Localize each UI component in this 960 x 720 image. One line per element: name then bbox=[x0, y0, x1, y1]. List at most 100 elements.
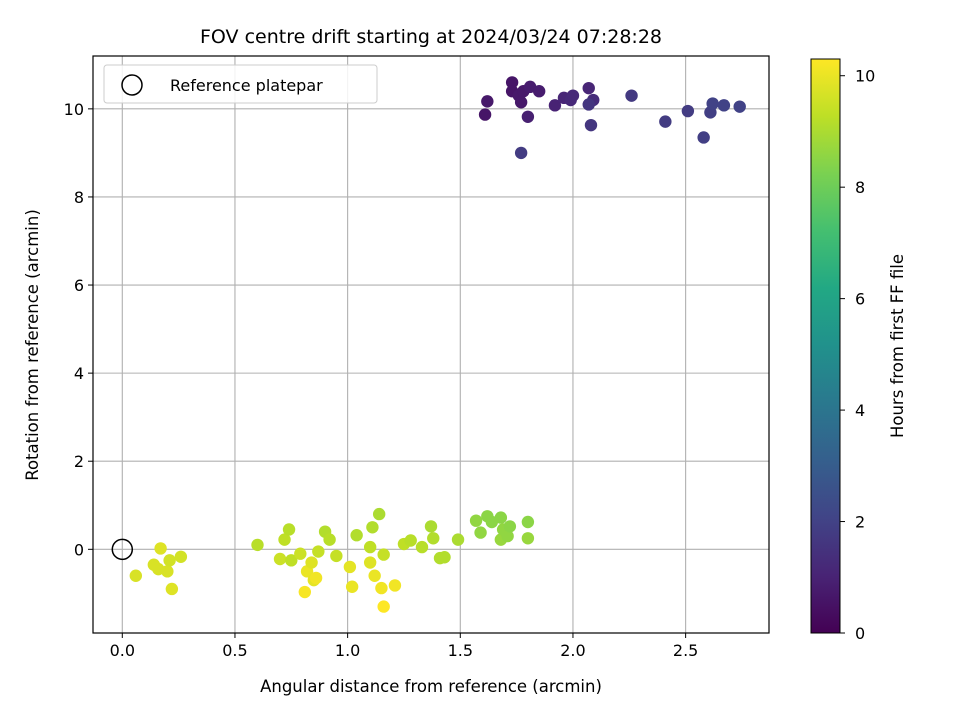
scatter-point bbox=[298, 585, 312, 599]
colorbar-tick-label: 10 bbox=[855, 67, 875, 86]
scatter-point bbox=[294, 547, 307, 560]
scatter-point bbox=[681, 104, 695, 118]
scatter-point bbox=[521, 515, 535, 529]
colorbar-ticks: 0 2 4 6 8 10 bbox=[840, 67, 875, 643]
scatter-point bbox=[503, 520, 517, 533]
scatter-point bbox=[514, 96, 528, 109]
x-tick-label: 2.5 bbox=[673, 641, 698, 660]
scatter-point bbox=[285, 554, 298, 567]
scatter-point bbox=[494, 511, 508, 524]
x-tick-label: 0.0 bbox=[110, 641, 135, 660]
y-tick-label: 4 bbox=[74, 364, 84, 383]
scatter-point bbox=[345, 580, 359, 593]
scatter-point bbox=[363, 540, 377, 554]
scatter-point bbox=[174, 550, 188, 564]
scatter-point bbox=[501, 529, 514, 543]
scatter-point bbox=[368, 569, 381, 582]
scatter-point bbox=[521, 532, 535, 545]
plot-area: 0.0 0.5 1.0 1.5 2.0 2.5 0 2 4 6 8 10 bbox=[64, 55, 770, 660]
x-tick-label: 1.5 bbox=[448, 641, 473, 660]
colorbar: 0 2 4 6 8 10 Hours from first FF file bbox=[810, 58, 907, 643]
colorbar-tick-label: 8 bbox=[855, 178, 865, 197]
scatter-point bbox=[521, 110, 535, 123]
scatter-point bbox=[415, 540, 429, 554]
scatter-point bbox=[273, 552, 287, 566]
scatter-point bbox=[309, 571, 323, 585]
scatter-point bbox=[154, 542, 167, 555]
scatter-point bbox=[532, 85, 546, 98]
y-tick-label: 8 bbox=[74, 188, 84, 207]
scatter-point bbox=[129, 569, 143, 582]
grid bbox=[93, 56, 769, 633]
scatter-point bbox=[278, 533, 291, 546]
scatter-point bbox=[717, 99, 731, 112]
scatter-point bbox=[165, 582, 179, 596]
scatter-point bbox=[330, 549, 343, 563]
scatter-points bbox=[129, 76, 746, 613]
scatter-point bbox=[548, 99, 562, 112]
scatter-point bbox=[343, 560, 357, 574]
scatter-point bbox=[366, 521, 379, 534]
colorbar-tick-label: 0 bbox=[855, 624, 865, 643]
scatter-point bbox=[478, 108, 492, 121]
y-axis-ticks: 0 2 4 6 8 10 bbox=[64, 100, 93, 559]
y-tick-label: 0 bbox=[74, 540, 84, 559]
scatter-point bbox=[706, 97, 719, 110]
scatter-point bbox=[566, 89, 580, 102]
scatter-point bbox=[163, 554, 176, 567]
scatter-point bbox=[363, 556, 377, 569]
scatter-point bbox=[584, 118, 598, 132]
legend-entry-reference-platepar: Reference platepar bbox=[170, 76, 323, 95]
colorbar-gradient bbox=[810, 58, 841, 634]
scatter-point bbox=[733, 100, 746, 113]
scatter-point bbox=[161, 565, 174, 578]
scatter-point bbox=[404, 534, 417, 547]
scatter-point bbox=[582, 98, 595, 111]
y-tick-label: 10 bbox=[64, 100, 84, 119]
x-tick-label: 2.0 bbox=[560, 641, 585, 660]
y-tick-label: 2 bbox=[74, 452, 84, 471]
legend-box bbox=[103, 64, 378, 104]
scatter-point bbox=[474, 526, 487, 539]
scatter-point bbox=[514, 146, 528, 160]
scatter-point bbox=[377, 600, 390, 613]
scatter-point bbox=[312, 545, 325, 558]
scatter-point bbox=[697, 131, 710, 144]
scatter-point bbox=[469, 514, 483, 527]
colorbar-label: Hours from first FF file bbox=[888, 254, 907, 438]
scatter-point bbox=[438, 551, 451, 564]
scatter-point bbox=[251, 538, 264, 552]
reference-platepar-marker bbox=[111, 538, 134, 561]
scatter-point bbox=[481, 95, 494, 108]
scatter-point bbox=[350, 529, 363, 542]
chart-title: FOV centre drift starting at 2024/03/24 … bbox=[200, 26, 662, 48]
scatter-point bbox=[377, 548, 390, 561]
x-tick-label: 0.5 bbox=[222, 641, 247, 660]
x-tick-label: 1.0 bbox=[335, 641, 360, 660]
scatter-point bbox=[424, 520, 438, 533]
scatter-point bbox=[625, 89, 638, 102]
scatter-point bbox=[323, 533, 336, 546]
scatter-point bbox=[388, 579, 402, 592]
scatter-point bbox=[375, 581, 388, 595]
colorbar-tick-label: 2 bbox=[855, 513, 865, 532]
scatter-point bbox=[451, 533, 465, 546]
colorbar-tick-label: 6 bbox=[855, 290, 865, 309]
colorbar-tick-label: 4 bbox=[855, 401, 865, 420]
plot-frame bbox=[92, 55, 770, 634]
y-axis-label: Rotation from reference (arcmin) bbox=[23, 209, 42, 481]
legend: Reference platepar bbox=[103, 64, 378, 104]
reference-marker bbox=[111, 538, 134, 561]
scatter-point bbox=[659, 115, 672, 128]
x-axis-ticks: 0.0 0.5 1.0 1.5 2.0 2.5 bbox=[110, 633, 698, 660]
scatter-point bbox=[305, 556, 318, 569]
scatter-point bbox=[427, 532, 440, 545]
x-axis-label: Angular distance from reference (arcmin) bbox=[260, 677, 602, 696]
scatter-point bbox=[282, 523, 296, 536]
scatter-point bbox=[505, 76, 519, 89]
scatter-point bbox=[582, 81, 595, 95]
scatter-point bbox=[372, 507, 386, 521]
y-tick-label: 6 bbox=[74, 276, 84, 295]
legend-marker bbox=[121, 74, 143, 96]
